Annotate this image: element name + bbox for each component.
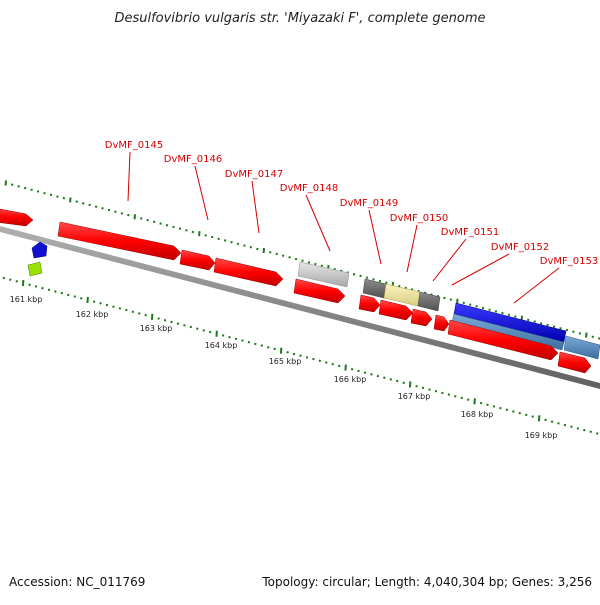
map-title: Desulfovibrio vulgaris str. 'Miyazaki F'… [114, 11, 485, 26]
leader-line [433, 239, 466, 281]
locus-label-dvmf-0151[interactable]: DvMF_0151 [441, 227, 499, 238]
leader-line [369, 210, 381, 264]
gene-arrow-dvmf-0146[interactable] [180, 250, 215, 270]
leader-line [306, 195, 330, 251]
kbp-label: 167 kbp [398, 392, 431, 401]
locus-label-dvmf-0150[interactable]: DvMF_0150 [390, 213, 448, 224]
accession-text: Accession: NC_011769 [9, 575, 145, 589]
kbp-label: 163 kbp [140, 324, 173, 333]
kbp-label: 161 kbp [10, 295, 43, 304]
kbp-label: 169 kbp [525, 431, 558, 440]
kbp-label: 164 kbp [205, 341, 238, 350]
gene-box-dvmf-0151[interactable] [418, 292, 440, 311]
genome-summary-text: Topology: circular; Length: 4,040,304 bp… [261, 575, 592, 589]
leader-line [514, 268, 559, 303]
inner-ruler [4, 277, 598, 434]
gene-arrow-partial-left[interactable] [0, 208, 33, 226]
locus-label-dvmf-0147[interactable]: DvMF_0147 [225, 169, 283, 180]
locus-label-dvmf-0145[interactable]: DvMF_0145 [105, 140, 163, 151]
pentagon-marker-green[interactable] [28, 262, 42, 276]
leader-line [452, 254, 509, 285]
locus-label-dvmf-0146[interactable]: DvMF_0146 [164, 154, 222, 165]
leader-line [128, 152, 130, 201]
kbp-label: 168 kbp [461, 410, 494, 419]
gene-arrow-rev-2[interactable] [359, 295, 380, 312]
leader-line [407, 225, 417, 272]
gene-arrow-dvmf-0145[interactable] [58, 222, 181, 260]
locus-label-dvmf-0152[interactable]: DvMF_0152 [491, 242, 549, 253]
gene-arrow-rev-4[interactable] [411, 309, 432, 326]
gene-arrow-dvmf-0147[interactable] [214, 258, 283, 286]
gene-features [0, 208, 600, 373]
kbp-label: 162 kbp [76, 310, 109, 319]
locus-label-dvmf-0148[interactable]: DvMF_0148 [280, 183, 338, 194]
pentagon-marker-blue[interactable] [32, 242, 47, 258]
kbp-label: 165 kbp [269, 357, 302, 366]
leader-line [195, 166, 208, 220]
gene-box-dvmf-0149[interactable] [363, 279, 386, 298]
locus-label-dvmf-0153[interactable]: DvMF_0153 [540, 256, 598, 267]
gene-arrow-rev-5[interactable] [434, 315, 449, 331]
leader-line [252, 181, 259, 233]
kbp-label: 166 kbp [334, 375, 367, 384]
locus-labels: DvMF_0145 DvMF_0146 DvMF_0147 DvMF_0148 … [105, 140, 598, 267]
locus-label-dvmf-0149[interactable]: DvMF_0149 [340, 198, 398, 209]
